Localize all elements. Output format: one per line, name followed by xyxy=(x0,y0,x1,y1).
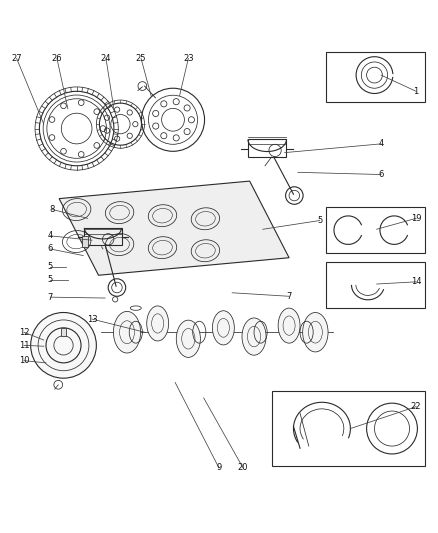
Text: 23: 23 xyxy=(183,54,194,63)
Text: 9: 9 xyxy=(216,464,222,472)
Text: 7: 7 xyxy=(286,292,292,301)
Bar xyxy=(272,391,425,466)
Text: 27: 27 xyxy=(11,54,22,63)
Bar xyxy=(84,228,121,245)
Ellipse shape xyxy=(176,320,200,358)
Text: 24: 24 xyxy=(101,54,111,63)
Text: 19: 19 xyxy=(411,214,421,223)
Text: 22: 22 xyxy=(411,402,421,411)
Circle shape xyxy=(31,312,96,378)
Text: 7: 7 xyxy=(48,293,53,302)
Text: 1: 1 xyxy=(413,87,419,96)
Text: 4: 4 xyxy=(48,231,53,240)
Text: 5: 5 xyxy=(48,275,53,284)
Text: 11: 11 xyxy=(19,341,29,350)
Bar xyxy=(326,207,425,253)
Ellipse shape xyxy=(303,312,328,352)
Bar xyxy=(326,262,425,308)
Text: 25: 25 xyxy=(136,54,146,63)
Text: 10: 10 xyxy=(19,356,29,365)
Bar xyxy=(82,236,88,247)
Ellipse shape xyxy=(147,306,169,341)
Ellipse shape xyxy=(278,308,300,343)
Text: 6: 6 xyxy=(378,170,384,179)
Text: 5: 5 xyxy=(317,216,322,225)
Text: 12: 12 xyxy=(19,328,29,337)
Ellipse shape xyxy=(242,318,266,355)
Bar xyxy=(248,140,286,157)
Text: 20: 20 xyxy=(238,464,248,472)
Text: 13: 13 xyxy=(87,314,97,324)
Text: 26: 26 xyxy=(52,54,62,63)
Text: 8: 8 xyxy=(50,205,55,214)
Ellipse shape xyxy=(113,311,141,353)
Text: 4: 4 xyxy=(378,139,384,148)
Text: 6: 6 xyxy=(48,245,53,254)
Polygon shape xyxy=(59,181,289,275)
Text: 5: 5 xyxy=(48,262,53,271)
Bar xyxy=(61,328,66,336)
Text: 14: 14 xyxy=(411,277,421,286)
Bar xyxy=(326,52,425,102)
Ellipse shape xyxy=(212,311,234,345)
